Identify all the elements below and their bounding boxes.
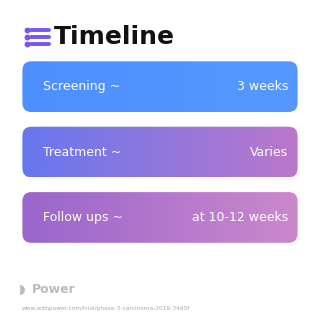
Text: Varies: Varies: [250, 146, 288, 159]
Text: at 10-12 weeks: at 10-12 weeks: [192, 211, 288, 224]
Text: Treatment ~: Treatment ~: [43, 146, 122, 159]
Text: 3 weeks: 3 weeks: [236, 80, 288, 93]
Text: Screening ~: Screening ~: [43, 80, 120, 93]
Text: Power: Power: [32, 283, 76, 296]
Text: ◗: ◗: [19, 283, 25, 296]
Text: Timeline: Timeline: [54, 25, 175, 49]
Text: www.withpower.com/trial/phase-3-carcinoma-2019-34d5f: www.withpower.com/trial/phase-3-carcinom…: [22, 306, 190, 311]
Text: Follow ups ~: Follow ups ~: [43, 211, 123, 224]
